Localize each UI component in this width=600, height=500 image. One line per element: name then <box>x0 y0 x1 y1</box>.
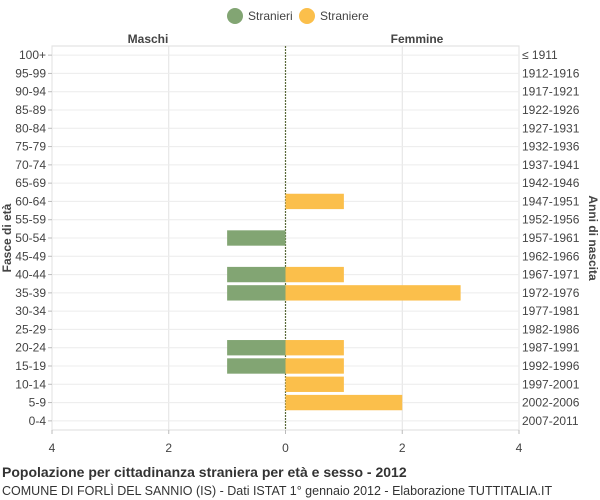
age-group-label: 30-34 <box>15 304 46 318</box>
female-bar-15-19 <box>285 358 344 374</box>
male-bar-50-54 <box>227 230 286 246</box>
left-header: Maschi <box>128 32 169 46</box>
chart-subtitle: COMUNE DI FORLÌ DEL SANNIO (IS) - Dati I… <box>2 484 553 498</box>
female-bar-10-14 <box>285 376 344 392</box>
legend-label-straniere: Straniere <box>320 9 369 23</box>
x-tick-label: 4 <box>49 441 56 455</box>
birth-year-label: 1982-1986 <box>522 322 580 336</box>
birth-year-label: 1932-1936 <box>522 140 580 154</box>
labels-layer: 4 2 0 2 4 100+ ≤ 1911 95-99 1912-1916 90-94 1917-1… <box>0 32 600 455</box>
age-group-label: 20-24 <box>15 341 46 355</box>
age-group-label: 70-74 <box>15 158 46 172</box>
male-bar-15-19 <box>227 358 286 374</box>
age-group-label: 80-84 <box>15 121 46 135</box>
birth-year-label: 2002-2006 <box>522 396 580 410</box>
legend-swatch-stranieri <box>227 8 243 24</box>
legend-label-stranieri: Stranieri <box>248 9 293 23</box>
age-group-label: 40-44 <box>15 268 46 282</box>
x-tick-label: 4 <box>516 441 523 455</box>
birth-year-label: 1927-1931 <box>522 121 580 135</box>
female-bar-35-39 <box>285 285 461 301</box>
birth-year-label: ≤ 1911 <box>522 48 558 62</box>
age-group-label: 85-89 <box>15 103 46 117</box>
right-header: Femmine <box>391 32 444 46</box>
birth-year-label: 1977-1981 <box>522 304 580 318</box>
legend: Stranieri Straniere <box>227 8 369 24</box>
birth-year-label: 1992-1996 <box>522 359 580 373</box>
birth-year-label: 1957-1961 <box>522 231 580 245</box>
birth-year-label: 1942-1946 <box>522 176 580 190</box>
age-group-label: 50-54 <box>15 231 46 245</box>
birth-year-label: 1967-1971 <box>522 268 580 282</box>
x-tick-label: 0 <box>282 441 289 455</box>
birth-year-label: 1937-1941 <box>522 158 580 172</box>
age-group-label: 60-64 <box>15 194 46 208</box>
age-group-label: 90-94 <box>15 85 46 99</box>
birth-year-label: 1912-1916 <box>522 66 580 80</box>
female-bar-40-44 <box>285 266 344 283</box>
y-axis-title-left: Fasce di età <box>0 203 14 272</box>
x-tick-label: 2 <box>399 441 406 455</box>
age-group-label: 0-4 <box>29 414 47 428</box>
age-group-label: 35-39 <box>15 286 46 300</box>
male-bar-35-39 <box>227 285 286 301</box>
birth-year-label: 1962-1966 <box>522 249 580 263</box>
chart-title: Popolazione per cittadinanza straniera p… <box>2 464 407 480</box>
age-group-label: 15-19 <box>15 359 46 373</box>
birth-year-label: 1972-1976 <box>522 286 580 300</box>
birth-year-label: 1997-2001 <box>522 377 580 391</box>
population-pyramid-chart: 4 2 0 2 4 100+ ≤ 1911 95-99 1912-1916 90-94 1917-1… <box>0 8 600 455</box>
age-group-label: 95-99 <box>15 66 46 80</box>
birth-year-label: 1987-1991 <box>522 341 580 355</box>
female-bar-20-24 <box>285 340 344 356</box>
birth-year-label: 1952-1956 <box>522 213 580 227</box>
legend-swatch-straniere <box>299 8 315 24</box>
age-group-label: 55-59 <box>15 213 46 227</box>
birth-year-label: 1917-1921 <box>522 85 580 99</box>
female-bar-60-64 <box>285 193 344 210</box>
age-group-label: 45-49 <box>15 249 46 263</box>
birth-year-label: 1922-1926 <box>522 103 580 117</box>
birth-year-label: 2007-2011 <box>522 414 579 428</box>
male-bar-20-24 <box>227 340 286 356</box>
x-tick-label: 2 <box>165 441 172 455</box>
age-group-label: 100+ <box>19 48 46 62</box>
bars-layer <box>227 193 461 411</box>
age-group-label: 75-79 <box>15 140 46 154</box>
female-bar-5-9 <box>285 394 403 411</box>
age-group-label: 10-14 <box>15 377 46 391</box>
age-group-label: 25-29 <box>15 322 46 336</box>
age-group-label: 5-9 <box>29 396 47 410</box>
male-bar-40-44 <box>227 266 286 283</box>
age-group-label: 65-69 <box>15 176 46 190</box>
y-axis-title-right: Anni di nascita <box>586 195 600 281</box>
birth-year-label: 1947-1951 <box>522 194 580 208</box>
